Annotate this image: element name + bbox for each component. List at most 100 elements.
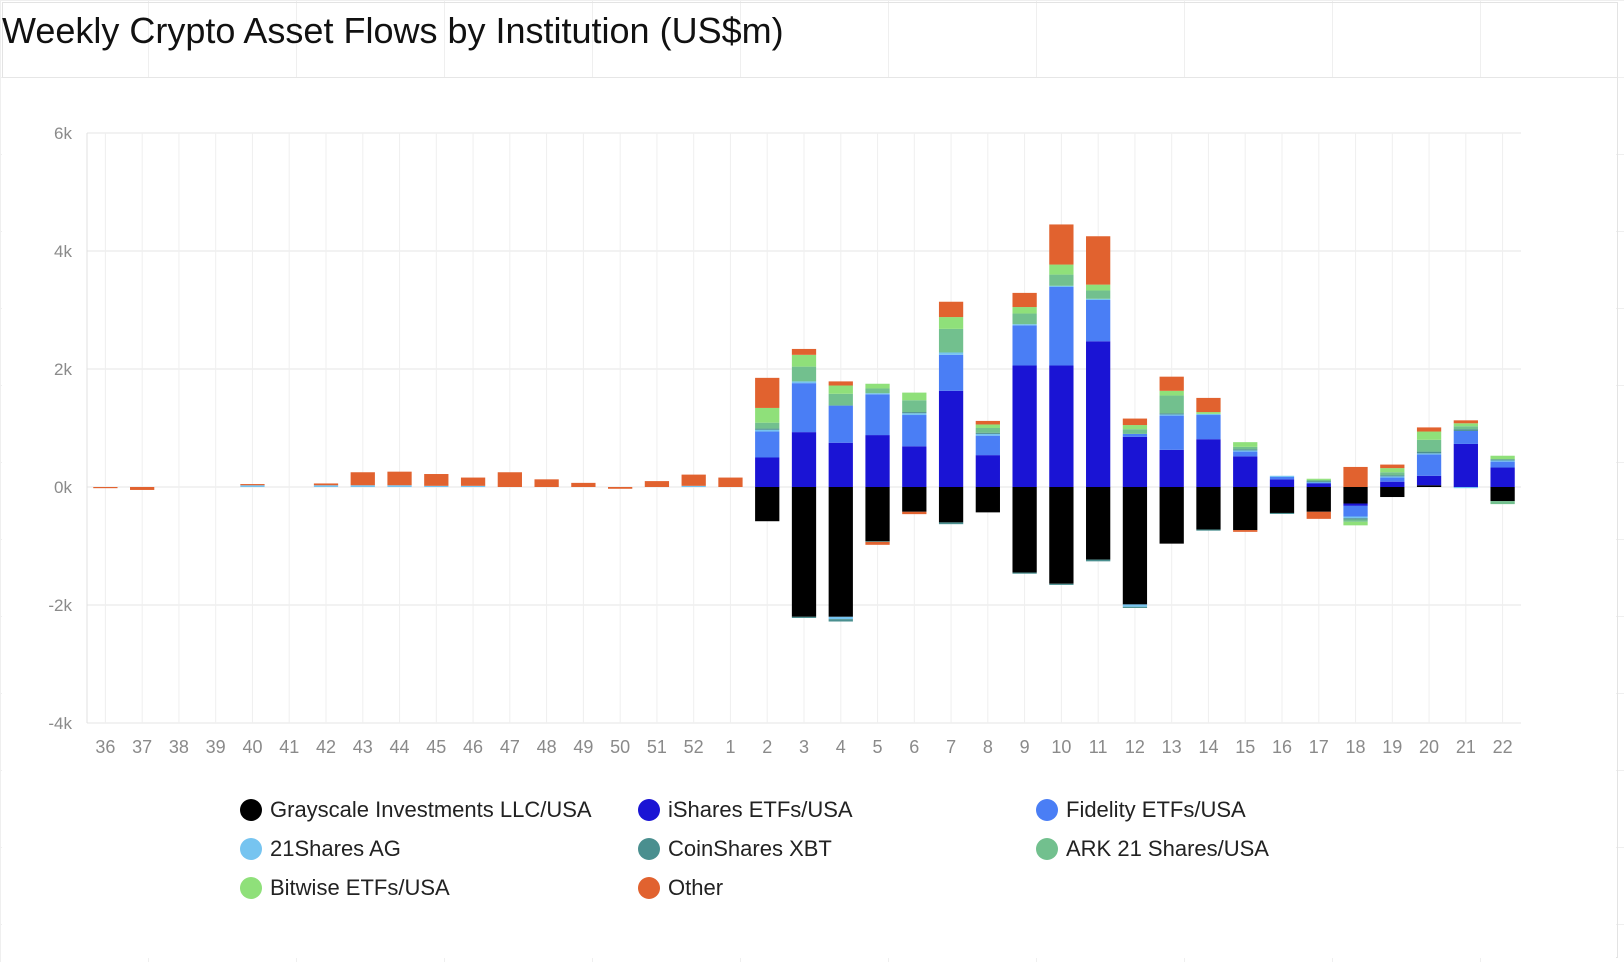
x-tick-label: 44 [390,737,410,757]
bar-stack [1233,442,1258,532]
legend-item-ishares[interactable]: iShares ETFs/USA [638,797,1036,823]
bar-segment [1086,236,1111,285]
bar-segment [902,413,927,416]
x-tick-label: 48 [537,737,557,757]
bars [93,224,1515,622]
bar-segment [791,487,817,617]
bar-stack [608,487,633,489]
bar-segment [1269,475,1295,477]
bar-stack [1159,376,1184,544]
bar-stack [1122,418,1148,608]
bar-segment [1012,313,1037,325]
bar-stack [1306,478,1331,519]
legend-swatch [240,799,262,821]
bar-segment [1049,224,1074,265]
bar-segment [755,428,780,430]
bar-segment [938,522,964,525]
bar-segment [1049,365,1074,487]
bar-segment [1233,450,1258,452]
bar-segment [1380,464,1405,469]
bar-stack [938,301,964,525]
legend-item-coinshares-xbt[interactable]: CoinShares XBT [638,836,1036,862]
x-tick-label: 7 [946,737,956,757]
bar-segment [1233,446,1258,450]
x-tick-label: 14 [1198,737,1218,757]
bar-segment [387,485,412,487]
bar-stack [828,381,853,622]
bar-stack [1416,427,1442,487]
bar-stack [93,487,118,489]
bar-segment [1416,431,1442,440]
bar-segment [1490,467,1515,487]
bar-segment [681,474,706,486]
bar-stack [534,479,559,487]
x-axis: 36 37 38 39 40 41 42 43 44 45 46 47 48 49 50 51 52 1 2 3 4 5 6… [95,737,1512,757]
x-tick-label: 5 [873,737,883,757]
x-tick-label: 50 [610,737,630,757]
bar-stack [387,471,412,487]
bar-segment [1416,485,1442,487]
bar-stack [644,481,670,487]
bar-segment [644,481,670,487]
bar-segment [975,428,1000,433]
bar-segment [755,377,780,408]
legend-label: Other [668,875,724,900]
bar-segment [865,541,890,545]
bar-segment [1416,453,1442,455]
x-tick-label: 9 [1020,737,1030,757]
bar-segment [1012,307,1037,314]
bar-segment [1453,443,1478,487]
bar-segment [828,385,853,394]
bar-segment [1306,481,1331,483]
bar-segment [313,485,339,487]
bar-stack [718,477,743,487]
bar-segment [1453,429,1478,431]
legend-item-grayscale[interactable]: Grayscale Investments LLC/USA [240,797,638,823]
legend-item-bitwise[interactable]: Bitwise ETFs/USA [240,875,638,901]
bar-segment [1380,477,1405,482]
bar-stack [755,377,780,522]
bar-segment [1159,415,1184,450]
bar-segment [975,420,1000,425]
bar-segment [1122,425,1148,430]
bar-segment [1122,604,1148,607]
bar-segment [902,446,927,487]
legend-item-21shares[interactable]: 21Shares AG [240,836,638,862]
y-tick-label: 6k [54,124,72,143]
bar-segment [865,541,890,543]
bar-segment [1159,487,1184,544]
legend-item-other[interactable]: Other [638,875,1036,901]
legend-item-fidelity[interactable]: Fidelity ETFs/USA [1036,797,1336,823]
bar-segment [1306,482,1331,484]
bar-segment [608,487,633,489]
x-tick-label: 1 [725,737,735,757]
bar-segment [424,485,449,487]
bar-segment [1306,487,1331,512]
bar-segment [1049,274,1074,286]
bar-segment [1380,481,1405,487]
bar-segment [791,432,817,487]
bar-segment [1196,439,1221,487]
bar-segment [1086,284,1111,291]
y-tick-label: 2k [54,360,72,379]
legend-label: Bitwise ETFs/USA [270,875,450,900]
bar-segment [1049,264,1074,275]
bar-segment [1453,487,1478,489]
x-tick-label: 47 [500,737,520,757]
bar-segment [1049,583,1074,585]
bar-segment [460,485,486,487]
bar-segment [791,366,817,382]
x-tick-label: 11 [1089,737,1108,757]
bar-segment [1159,395,1184,414]
bar-segment [1233,487,1258,531]
bar-segment [1306,478,1331,480]
legend-item-ark-21shares[interactable]: ARK 21 Shares/USA [1036,836,1336,862]
bar-segment [1416,454,1442,476]
bar-segment [865,394,890,436]
bar-segment [755,457,780,487]
bar-segment [1233,442,1258,447]
bar-stack [975,420,1000,513]
bar-segment [1343,519,1368,522]
bar-segment [1196,413,1221,416]
bar-segment [1453,426,1478,430]
